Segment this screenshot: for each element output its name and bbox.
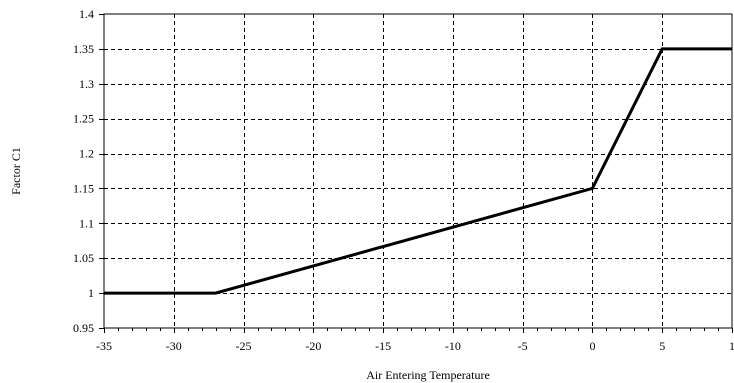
- series-line: [104, 47, 732, 295]
- y-tick-label: 1.05: [73, 251, 94, 265]
- y-tick-label: 1.25: [73, 112, 94, 126]
- x-tick-label: -35: [96, 339, 112, 353]
- x-tick-label: -30: [166, 339, 182, 353]
- plot-area-border: [103, 13, 733, 329]
- y-axis-title: Factor C1: [9, 147, 23, 195]
- x-tick-label: 1: [729, 339, 734, 353]
- y-tick-label: 1: [88, 286, 94, 300]
- x-axis-title: Air Entering Temperature: [366, 368, 490, 382]
- grid: [104, 14, 732, 328]
- series: [104, 47, 732, 295]
- x-tick-label: -20: [305, 339, 321, 353]
- axis-ticks: [99, 14, 733, 333]
- x-tick-label: 0: [589, 339, 595, 353]
- y-tick-label: 1.35: [73, 42, 94, 56]
- y-tick-label: 1.4: [79, 7, 94, 21]
- x-tick-label: -25: [236, 339, 252, 353]
- x-tick-label: 5: [659, 339, 665, 353]
- y-tick-label: 1.15: [73, 181, 94, 195]
- x-tick-labels: -35 -30 -25 -20 -15 -10 -5 0 5 1: [96, 339, 734, 353]
- y-tick-labels: 0.95 1 1.05 1.1 1.15 1.2 1.25 1.3 1.35 1.4: [73, 7, 94, 335]
- x-tick-label: -5: [518, 339, 528, 353]
- x-tick-label: -15: [375, 339, 391, 353]
- y-tick-label: 0.95: [73, 321, 94, 335]
- y-tick-label: 1.2: [79, 147, 94, 161]
- x-tick-label: -10: [445, 339, 461, 353]
- y-tick-label: 1.1: [79, 216, 94, 230]
- y-tick-label: 1.3: [79, 77, 94, 91]
